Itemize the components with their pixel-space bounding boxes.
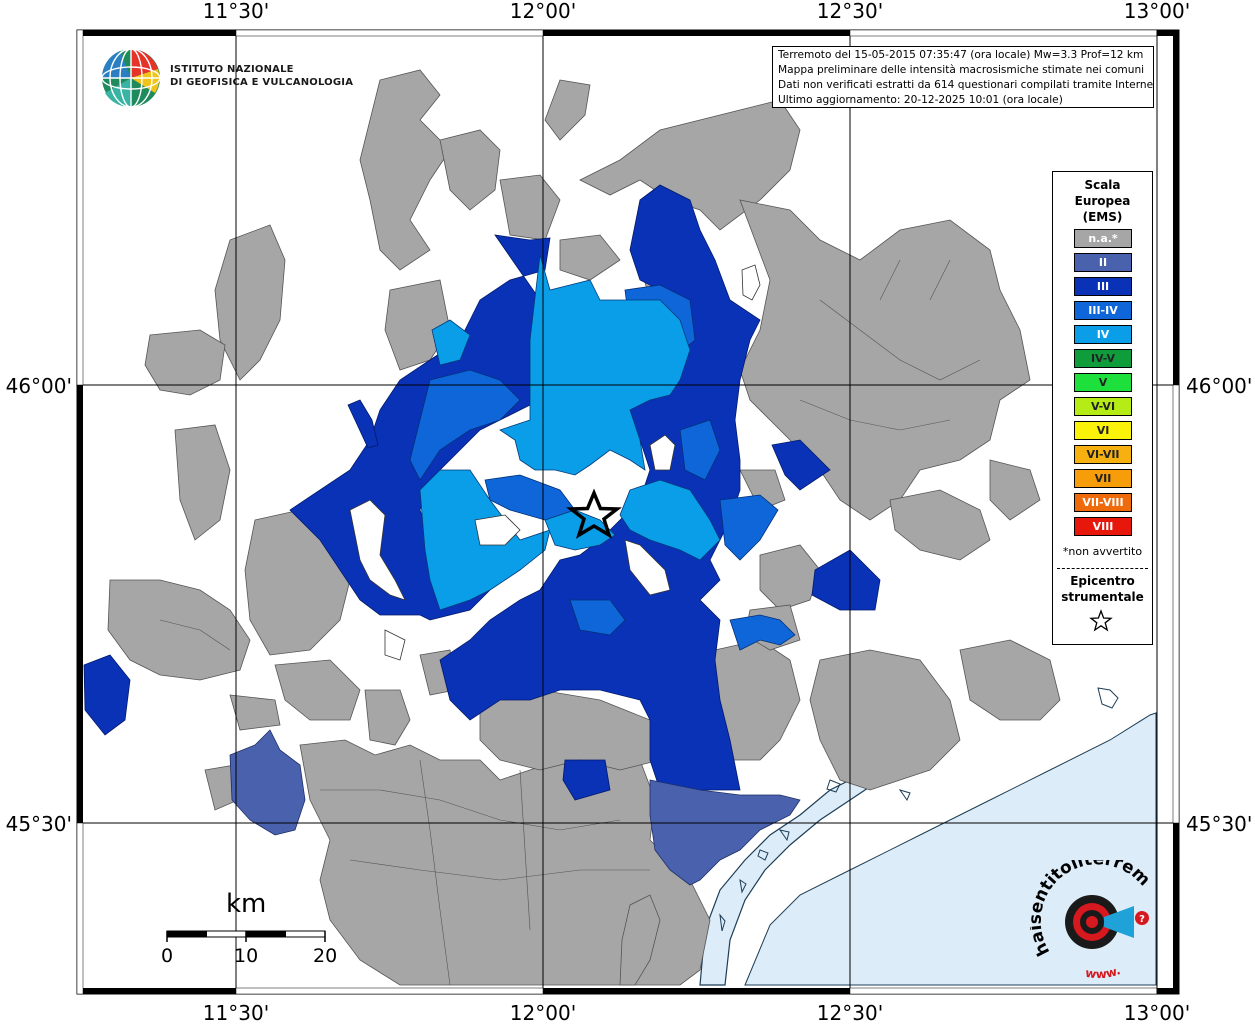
- legend-star-icon: [1089, 609, 1113, 632]
- epicenter-star-icon: [566, 488, 622, 539]
- event-info-line4: Ultimo aggiornamento: 20-12-2025 10:01 (…: [778, 94, 1063, 106]
- legend-epicenter-line2: strumentale: [1061, 590, 1144, 604]
- graticule: [77, 30, 1178, 994]
- lon-label-top-1: 11°30': [203, 0, 269, 23]
- legend-title-line1: Scala: [1084, 178, 1121, 192]
- svg-text:?: ?: [1139, 914, 1145, 925]
- legend-item-III-IV: III-IV: [1074, 301, 1132, 320]
- haisentito-logo: haisentitoilterremoto.it www. ?: [1030, 860, 1154, 978]
- lon-label-bottom-3: 12°30': [817, 1001, 883, 1024]
- lat-label-right-2: 45°30': [1186, 812, 1252, 836]
- legend-title-line3: (EMS): [1082, 210, 1123, 224]
- region-not-felt: [107, 69, 1061, 986]
- region-intensity-II: [229, 729, 801, 886]
- ingv-logo-text: ISTITUTO NAZIONALE DI GEOFISICA E VULCAN…: [170, 63, 353, 89]
- scale-tick-20: 20: [313, 945, 338, 967]
- event-info-box: Terremoto del 15-05-2015 07:35:47 (ora l…: [772, 46, 1154, 108]
- globe-icon: [101, 48, 161, 108]
- legend-title: Scala Europea (EMS): [1053, 177, 1152, 225]
- lon-label-top-2: 12°00': [510, 0, 576, 23]
- event-info-line2: Mappa preliminare delle intensità macros…: [778, 64, 1145, 76]
- legend-item-VI-VII: VI-VII: [1074, 445, 1132, 464]
- legend-item-VII-VIII: VII-VIII: [1074, 493, 1132, 512]
- sea-area: [744, 712, 1157, 986]
- scale-bar: [166, 930, 326, 942]
- map-frame: [76, 29, 1180, 995]
- legend-note: *non avvertito: [1062, 545, 1143, 558]
- legend-item-II: II: [1074, 253, 1132, 272]
- legend-item-VIII: VIII: [1074, 517, 1132, 536]
- legend-item-IV-V: IV-V: [1074, 349, 1132, 368]
- legend-item-na: n.a.*: [1074, 229, 1132, 248]
- lon-label-top-3: 12°30': [817, 0, 883, 23]
- region-intensity-IV: [419, 254, 721, 611]
- lat-label-left-2: 45°30': [6, 812, 72, 836]
- event-info-line3: Dati non verificati estratti da 614 ques…: [778, 79, 1154, 91]
- lat-label-left-1: 46°00': [6, 374, 72, 398]
- scale-unit: km: [226, 889, 267, 919]
- legend-epicenter-label: Epicentro strumentale: [1053, 573, 1152, 605]
- no-data-areas: [349, 264, 761, 661]
- legend-item-VII: VII: [1074, 469, 1132, 488]
- lat-label-right-1: 46°00': [1186, 374, 1252, 398]
- legend-item-III: III: [1074, 277, 1132, 296]
- ingv-name-line1: ISTITUTO NAZIONALE: [170, 64, 294, 75]
- legend-title-line2: Europea: [1074, 194, 1131, 208]
- lon-label-bottom-2: 12°00': [510, 1001, 576, 1024]
- legend-item-V: V: [1074, 373, 1132, 392]
- municipality-borders: [159, 259, 981, 986]
- legend-separator: [1057, 568, 1148, 569]
- event-info-line1: Terremoto del 15-05-2015 07:35:47 (ora l…: [778, 49, 1144, 61]
- lon-label-top-4: 13°00': [1124, 0, 1190, 23]
- legend-item-IV: IV: [1074, 325, 1132, 344]
- lon-label-bottom-4: 13°00': [1124, 1001, 1190, 1024]
- scale-tick-10: 10: [234, 945, 259, 967]
- legend-epicenter-line1: Epicentro: [1070, 574, 1135, 588]
- ingv-name-line2: DI GEOFISICA E VULCANOLOGIA: [170, 77, 354, 88]
- haisentito-www-text: www.: [1084, 963, 1122, 978]
- legend-item-VI: VI: [1074, 421, 1132, 440]
- scale-tick-0: 0: [161, 945, 174, 967]
- ingv-logo: [100, 47, 320, 109]
- lon-label-bottom-1: 11°30': [203, 1001, 269, 1024]
- intensity-legend: Scala Europea (EMS) n.a.* II III III-IV …: [1052, 171, 1153, 645]
- legend-item-V-VI: V-VI: [1074, 397, 1132, 416]
